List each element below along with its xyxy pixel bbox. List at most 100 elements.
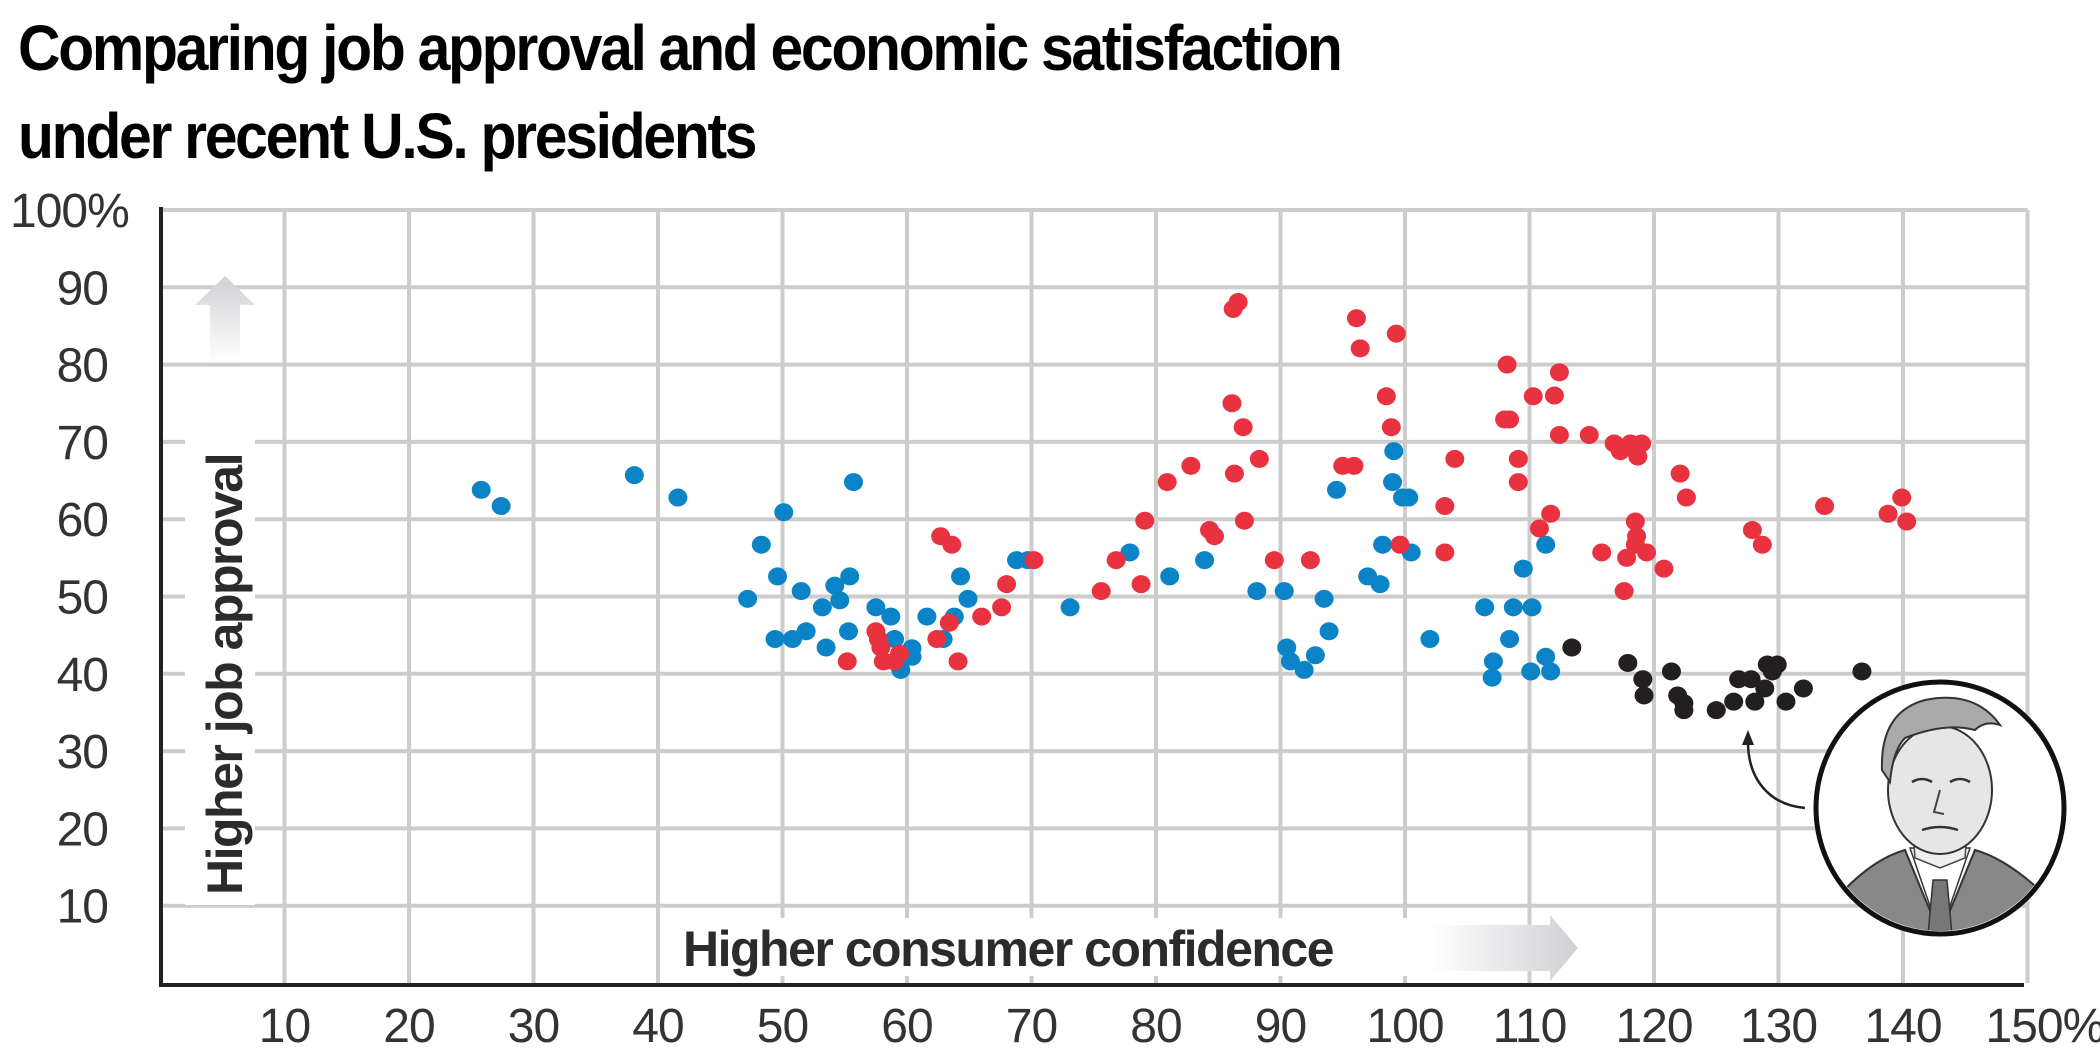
y-axis-ticks: 10 20 30 40 50 60 70 80 90 100% (10, 185, 130, 934)
data-point-red (1592, 543, 1612, 562)
x-tick-label: 80 (1130, 1000, 1181, 1050)
x-tick-label: 100 (1366, 1000, 1443, 1050)
data-point-red (948, 652, 968, 671)
data-point-red (1508, 449, 1528, 468)
y-tick-label: 100% (10, 185, 129, 238)
x-axis-title-background (672, 918, 1422, 976)
y-tick-label: 90 (57, 262, 108, 315)
data-point-red (1249, 449, 1269, 468)
data-point-black (1562, 638, 1582, 657)
data-point-red (1233, 418, 1253, 437)
data-point-blue (1482, 668, 1502, 687)
data-point-red (1300, 551, 1320, 570)
chart-title: Comparing job approval and economic sati… (18, 4, 1674, 180)
data-point-red (1614, 582, 1634, 601)
data-point-black (1741, 670, 1761, 689)
data-point-black (1755, 679, 1775, 698)
data-point-blue (1370, 575, 1390, 594)
data-point-red (1024, 551, 1044, 570)
data-point-blue (1280, 652, 1300, 671)
data-point-black (1706, 701, 1726, 720)
data-point-red (1654, 559, 1674, 578)
series-red (837, 292, 1917, 671)
grid-lines (160, 208, 2030, 983)
data-point-blue (1383, 473, 1403, 492)
data-point-black (1776, 692, 1796, 711)
x-tick-label: 10 (259, 1000, 310, 1050)
data-point-blue (768, 567, 788, 586)
data-point-blue (1522, 598, 1542, 617)
y-tick-label: 20 (57, 803, 108, 856)
x-axis-title: Higher consumer confidence (683, 921, 1334, 977)
data-point-blue (1483, 652, 1503, 671)
data-point-blue (958, 589, 978, 608)
data-point-red (1549, 363, 1569, 382)
x-tick-label: 60 (881, 1000, 932, 1050)
data-point-red (1264, 551, 1284, 570)
data-point-blue (1160, 567, 1180, 586)
data-point-blue (838, 622, 858, 641)
y-tick-label: 70 (57, 417, 108, 470)
x-tick-label: 110 (1493, 1000, 1567, 1050)
data-point-blue (1420, 630, 1440, 649)
x-tick-label: 130 (1740, 1000, 1817, 1050)
data-point-blue (1120, 543, 1140, 562)
data-point-red (1091, 582, 1111, 601)
data-point-red (1523, 387, 1543, 406)
data-point-black (1724, 692, 1744, 711)
y-tick-label: 40 (57, 649, 108, 702)
y-tick-label: 60 (57, 494, 108, 547)
series-black (1562, 638, 1872, 720)
x-tick-label: 70 (1006, 1000, 1057, 1050)
data-point-red (1131, 575, 1151, 594)
data-point-red (1344, 456, 1364, 475)
data-point-blue (866, 598, 886, 617)
data-point-red (972, 607, 992, 626)
data-point-red (1346, 309, 1366, 328)
data-point-red (890, 644, 910, 663)
data-point-blue (1536, 535, 1556, 554)
data-point-red (1632, 434, 1652, 453)
data-point-red (1544, 386, 1564, 405)
data-point-blue (1536, 647, 1556, 666)
data-point-blue (1500, 630, 1520, 649)
data-point-red (1500, 410, 1520, 429)
president-portrait-icon (1813, 679, 2067, 937)
data-point-red (1878, 504, 1898, 523)
data-point-red (1228, 292, 1248, 311)
data-point-red (1541, 504, 1561, 523)
data-point-blue (751, 535, 771, 554)
data-point-red (871, 638, 891, 657)
data-point-blue (881, 607, 901, 626)
series-blue (471, 442, 1561, 687)
annotation-arrowhead-icon (1742, 730, 1754, 745)
data-point-blue (1384, 442, 1404, 461)
data-point-red (1676, 488, 1696, 507)
data-point-black (1852, 662, 1872, 681)
data-point-red (1435, 543, 1455, 562)
x-tick-label: 40 (632, 1000, 683, 1050)
data-point-red (1234, 511, 1254, 530)
data-point-red (1350, 339, 1370, 358)
y-axis-title-background (185, 370, 255, 905)
data-point-red (1386, 324, 1406, 343)
data-point-red (1497, 355, 1517, 374)
x-tick-label: 20 (383, 1000, 434, 1050)
data-point-red (1222, 394, 1242, 413)
data-point-blue (1060, 598, 1080, 617)
data-point-red (1627, 527, 1647, 546)
data-point-red (1579, 425, 1599, 444)
data-point-red (1617, 548, 1637, 567)
data-point-red (1508, 473, 1528, 492)
data-point-blue (840, 567, 860, 586)
data-point-blue (812, 598, 832, 617)
data-point-black (1745, 692, 1765, 711)
data-point-blue (471, 480, 491, 499)
data-point-red (1892, 488, 1912, 507)
data-point-black (1634, 686, 1654, 705)
data-point-red (997, 575, 1017, 594)
data-point-red (1445, 449, 1465, 468)
data-point-blue (791, 582, 811, 601)
data-point-red (1381, 418, 1401, 437)
data-point-red (1205, 527, 1225, 546)
